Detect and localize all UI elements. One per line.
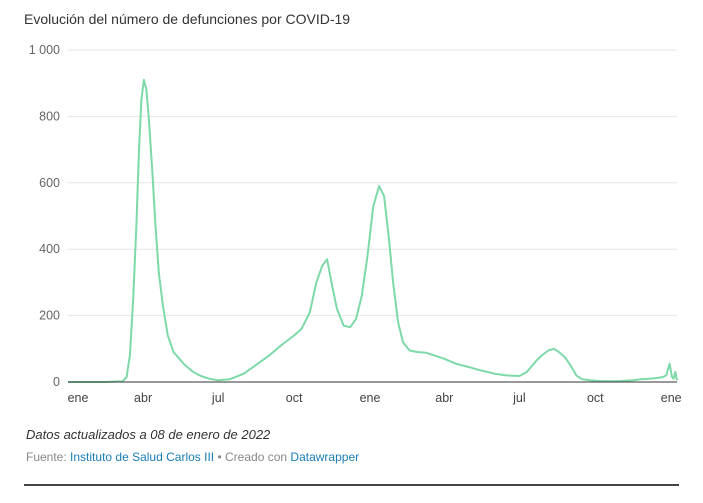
x-tick-label: abr [134, 391, 152, 405]
x-tick-label: oct [286, 391, 303, 405]
y-tick-label: 800 [39, 109, 60, 123]
x-tick-label: oct [587, 391, 604, 405]
y-tick-label: 0 [53, 375, 60, 389]
separator-dot: • [217, 450, 222, 464]
created-label: Creado con [225, 450, 288, 464]
x-tick-label: abr [435, 391, 453, 405]
chart-title: Evolución del número de defunciones por … [24, 11, 351, 27]
y-tick-label: 200 [39, 309, 60, 323]
x-tick-label: ene [360, 391, 381, 405]
source-link[interactable]: Instituto de Salud Carlos III [70, 450, 215, 464]
x-tick-label: ene [68, 391, 89, 405]
bottom-divider [24, 484, 679, 486]
y-tick-label: 600 [39, 176, 60, 190]
datawrapper-link[interactable]: Datawrapper [290, 450, 360, 464]
y-axis-ticks: 0 200 400 600 800 1 000 [29, 43, 60, 389]
grid-lines [68, 49, 677, 317]
x-tick-label: ene [661, 391, 682, 405]
deaths-series-line [68, 78, 678, 383]
x-tick-label: jul [211, 391, 225, 405]
y-tick-label: 400 [39, 242, 60, 256]
x-axis-ticks: ene abr jul oct ene abr jul oct ene [68, 391, 682, 405]
y-tick-label: 1 000 [29, 43, 60, 57]
line-chart: 0 200 400 600 800 1 000 ene abr jul oct ene abr jul… [29, 43, 682, 405]
x-tick-label: jul [512, 391, 526, 405]
source-line: Fuente: Instituto de Salud Carlos III • … [26, 450, 359, 464]
data-updated-note: Datos actualizados a 08 de enero de 2022 [26, 427, 271, 442]
source-label: Fuente: [26, 450, 67, 464]
